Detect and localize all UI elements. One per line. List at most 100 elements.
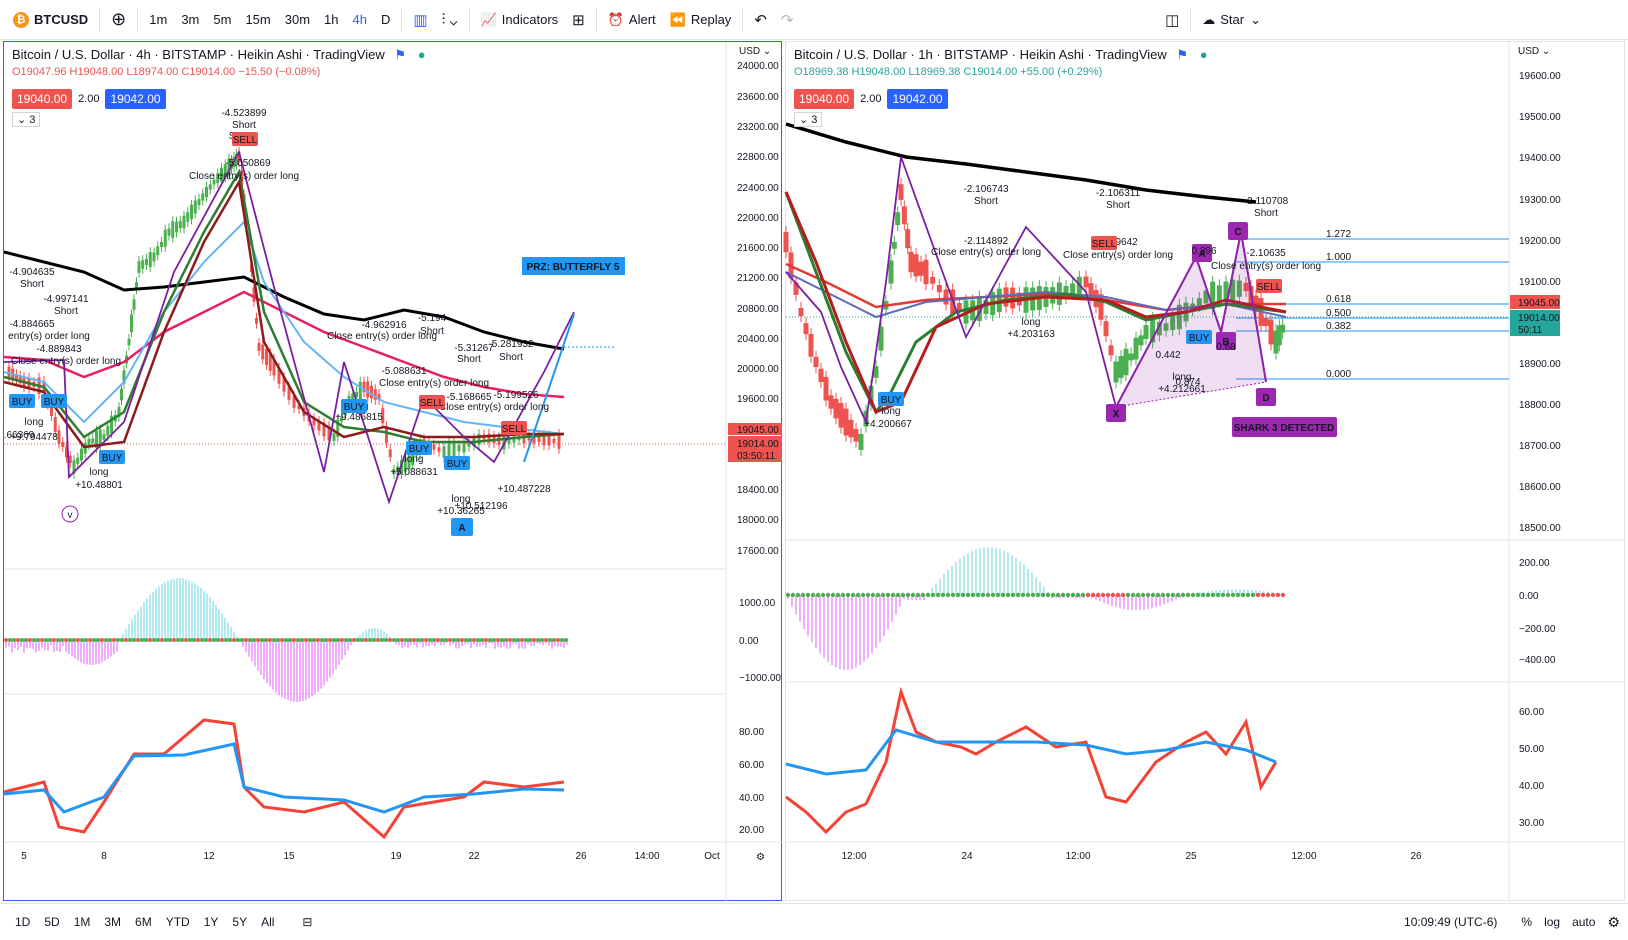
- range-6m[interactable]: 6M: [135, 914, 152, 929]
- templates-icon[interactable]: ⊞: [572, 11, 585, 29]
- macd-signal-dot: [560, 638, 564, 642]
- candle-body: [282, 377, 286, 392]
- goto-date-icon[interactable]: ⊟: [302, 914, 313, 929]
- alert-label: Alert: [628, 12, 656, 27]
- range-1m[interactable]: 1M: [73, 914, 91, 929]
- macd-signal-dot: [1250, 592, 1256, 598]
- macd-signal-dot: [840, 592, 846, 598]
- settings-gear-icon[interactable]: ⚙: [1607, 913, 1620, 930]
- macd-signal-dot: [1200, 592, 1206, 598]
- time-tick-label: 14:00: [634, 851, 659, 862]
- interval-15m[interactable]: 15m: [245, 12, 271, 27]
- macd-tick-label: −200.00: [1519, 624, 1556, 635]
- trade-annotation: Short: [232, 120, 256, 131]
- candle-body: [403, 457, 407, 472]
- quantity-field[interactable]: 2.00: [78, 93, 100, 105]
- redo-icon[interactable]: ↷: [780, 11, 794, 29]
- indicators-button[interactable]: 📈 Indicators: [474, 6, 566, 34]
- price-tick-label: 22800.00: [737, 152, 779, 163]
- point-v-label: v: [68, 510, 73, 521]
- interval-30m[interactable]: 30m: [284, 12, 311, 27]
- trade-annotation: -2.114892: [964, 236, 1009, 247]
- save-layout-button[interactable]: ☁ Star ⌄: [1195, 6, 1268, 34]
- time-tick-label: 12:00: [841, 851, 866, 862]
- macd-signal-dot: [348, 638, 352, 642]
- candle-body: [956, 303, 962, 311]
- candle-body: [362, 381, 366, 393]
- macd-signal-dot: [1045, 592, 1051, 598]
- chart-pane-left[interactable]: USD ⌄ 24000.00 23600.00 23200.00 22800.00 224…: [3, 41, 783, 902]
- replay-button[interactable]: ⏪ Replay: [663, 6, 739, 34]
- candle-body: [336, 419, 340, 437]
- trade-annotation: -5.199526: [493, 390, 538, 401]
- buy-price-button[interactable]: 19042.00: [105, 89, 166, 109]
- auto-toggle[interactable]: auto: [1572, 915, 1596, 929]
- bar-style-icon[interactable]: ▥: [413, 11, 428, 29]
- range-1y[interactable]: 1Y: [203, 914, 219, 929]
- candles-icon[interactable]: ⫶ ⌄: [441, 11, 458, 28]
- candle-body: [487, 433, 491, 443]
- collapse-indicators-button[interactable]: ⌄ 3: [794, 112, 823, 127]
- macd-signal-dot: [328, 638, 332, 642]
- candle-body: [411, 448, 415, 466]
- macd-signal-dot: [452, 638, 456, 642]
- chart-pane-right[interactable]: USD ⌄ 19600.00 19500.00 19400.00 19300.00 192…: [783, 41, 1626, 902]
- interval-4h[interactable]: 4h: [352, 12, 367, 27]
- macd-signal-dot: [220, 638, 224, 642]
- rsi-tick-label: 80.00: [739, 727, 764, 738]
- log-toggle[interactable]: log: [1544, 915, 1561, 929]
- interval-5m[interactable]: 5m: [213, 12, 232, 27]
- candle-body: [212, 179, 216, 185]
- layout-icon[interactable]: ◫: [1165, 11, 1180, 29]
- collapse-indicators-button[interactable]: ⌄ 3: [12, 112, 41, 127]
- undo-icon[interactable]: ↶: [754, 11, 767, 29]
- macd-signal-dot: [52, 638, 56, 642]
- percent-toggle[interactable]: %: [1521, 915, 1533, 929]
- range-5y[interactable]: 5Y: [232, 914, 248, 929]
- range-3m[interactable]: 3M: [104, 914, 122, 929]
- harmonic-point-badge: [1192, 244, 1212, 262]
- buy-price-button[interactable]: 19042.00: [887, 89, 948, 109]
- fib-level-label: 1.272: [1326, 229, 1351, 240]
- macd-tick-label: −1000.00: [739, 673, 781, 684]
- candle-body: [110, 415, 113, 434]
- trade-annotation: -2.106743: [963, 184, 1008, 195]
- symbol-search[interactable]: ₿ BTCUSD: [6, 6, 95, 34]
- price-tick-label: 18000.00: [737, 515, 779, 526]
- compare-add-icon[interactable]: ⊕: [111, 9, 127, 29]
- interval-1m[interactable]: 1m: [149, 12, 168, 27]
- quantity-field[interactable]: 2.00: [860, 93, 882, 105]
- fib-level-label: 1.000: [1326, 252, 1351, 263]
- candle-body: [936, 284, 942, 293]
- macd-signal-dot: [244, 638, 248, 642]
- sell-price-button[interactable]: 19040.00: [12, 89, 73, 109]
- candle-body: [1268, 319, 1274, 345]
- range-ytd[interactable]: YTD: [165, 914, 190, 929]
- candle-body: [53, 417, 57, 432]
- range-5d[interactable]: 5D: [44, 914, 60, 929]
- macd-signal-dot: [1040, 592, 1046, 598]
- candle-body: [983, 299, 989, 315]
- price-tag-mid: 19014.00: [737, 439, 779, 450]
- alarm-clock-icon: ⏰: [607, 11, 624, 27]
- alert-button[interactable]: ⏰ Alert: [601, 6, 663, 34]
- range-all[interactable]: All: [261, 914, 275, 929]
- interval-d[interactable]: D: [380, 12, 391, 27]
- macd-signal-dot: [1015, 592, 1021, 598]
- interval-1h[interactable]: 1h: [324, 12, 339, 27]
- candle-body: [891, 241, 897, 249]
- macd-signal-dot: [880, 592, 886, 598]
- ma-blue-line: [785, 271, 1287, 319]
- range-1d[interactable]: 1D: [15, 914, 31, 929]
- indicators-icon: 📈: [480, 11, 497, 27]
- chart-canvas-right[interactable]: USD ⌄ 19600.00 19500.00 19400.00 19300.00 192…: [783, 42, 1626, 902]
- sell-price-button[interactable]: 19040.00: [794, 89, 855, 109]
- chart-canvas-left[interactable]: USD ⌄24000.0023600.0023200.0022800.00224…: [3, 42, 783, 902]
- trade-annotation: +9.794478: [10, 432, 58, 443]
- macd-signal-dot: [965, 592, 971, 598]
- macd-signal-dot: [16, 638, 20, 642]
- macd-signal-dot: [480, 638, 484, 642]
- interval-3m[interactable]: 3m: [181, 12, 200, 27]
- trade-annotation: Close entry(s) order long: [189, 171, 299, 182]
- trade-annotation: Short: [54, 306, 78, 317]
